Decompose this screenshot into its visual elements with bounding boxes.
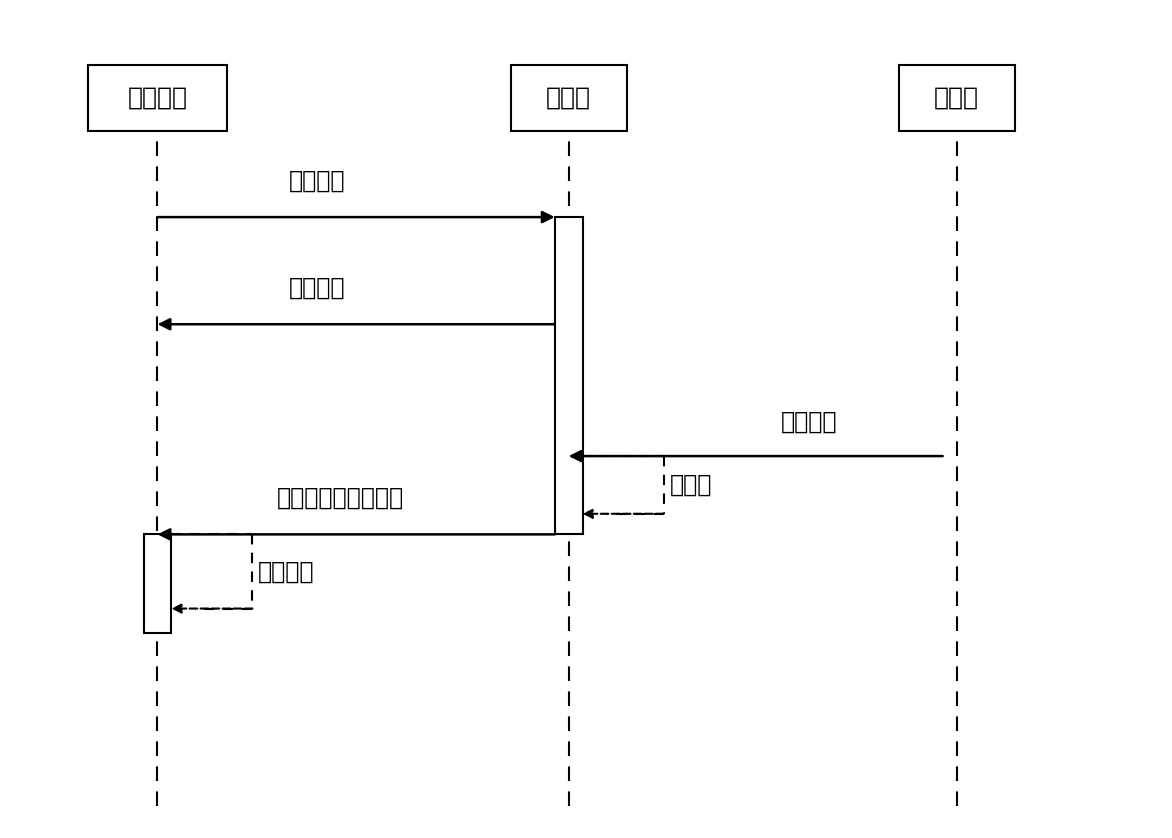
Text: 实时数据: 实时数据 — [781, 410, 837, 434]
Text: 数据处理: 数据处理 — [258, 560, 315, 583]
Text: 时间戳: 时间戳 — [669, 473, 711, 497]
Text: 处理器: 处理器 — [546, 85, 591, 110]
Text: 主控制器: 主控制器 — [128, 85, 188, 110]
Text: 传感器: 传感器 — [934, 85, 979, 110]
Bar — [88, 65, 227, 131]
Bar — [899, 65, 1015, 131]
Text: 发送带时间戳的数据: 发送带时间戳的数据 — [277, 486, 403, 510]
Bar — [511, 65, 627, 131]
Text: 时间同步: 时间同步 — [288, 276, 345, 299]
Bar — [554, 217, 582, 535]
Text: 时间同步: 时间同步 — [288, 168, 345, 193]
Bar — [144, 535, 171, 634]
